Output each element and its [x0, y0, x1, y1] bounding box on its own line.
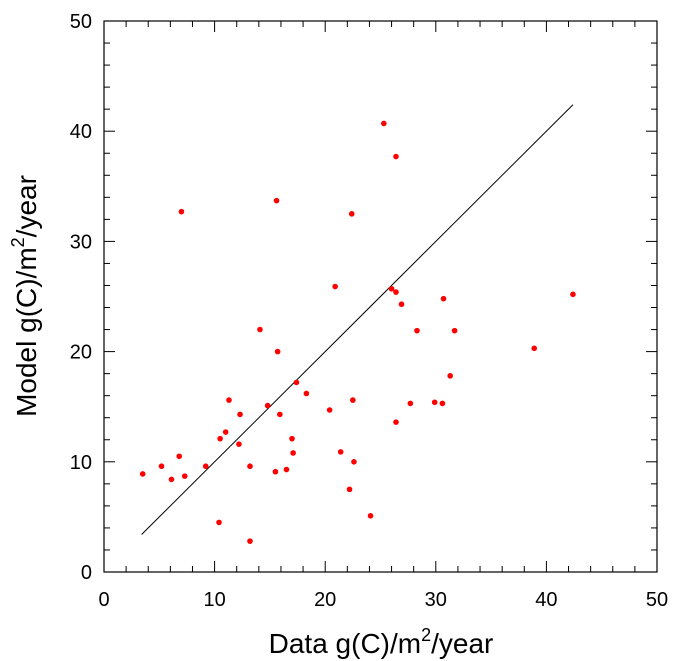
data-point: [283, 466, 290, 473]
data-point: [237, 411, 243, 418]
data-point: [158, 463, 165, 470]
data-point: [346, 486, 353, 493]
data-point: [247, 538, 253, 544]
data-point: [332, 283, 338, 290]
x-tick-label: 10: [203, 589, 225, 611]
data-point: [570, 291, 576, 298]
data-point: [289, 435, 295, 442]
data-point: [181, 473, 188, 479]
x-axis-title: Data g(C)/m2/year: [269, 625, 494, 659]
data-point: [176, 453, 183, 460]
data-point: [139, 471, 146, 477]
data-point: [447, 373, 453, 379]
data-point: [217, 435, 223, 442]
data-point: [440, 295, 447, 302]
y-tick-label: 50: [70, 11, 92, 33]
data-point: [222, 429, 229, 435]
data-point: [337, 449, 344, 455]
data-point: [393, 419, 399, 425]
data-point: [414, 327, 420, 334]
data-point: [216, 519, 222, 526]
x-tick-label: 50: [646, 589, 668, 611]
data-point: [351, 459, 357, 465]
data-point: [431, 399, 438, 406]
reference-line: [141, 104, 574, 535]
data-point: [178, 208, 185, 215]
data-point: [381, 120, 387, 127]
data-point: [274, 348, 281, 355]
y-tick-label: 0: [81, 562, 92, 584]
x-tick-label: 30: [425, 589, 447, 611]
plot-frame: [103, 20, 658, 573]
data-points: [139, 120, 576, 544]
y-tick-label: 20: [70, 342, 92, 364]
data-point: [257, 326, 263, 333]
y-tick-label: 40: [70, 121, 92, 143]
data-point: [293, 379, 300, 386]
x-tick-label: 0: [98, 589, 109, 611]
data-point: [247, 463, 253, 470]
data-point: [272, 468, 279, 475]
data-point: [273, 197, 280, 204]
tick-labels: 0 10 20 30 40 50 0 10 20 30 40 50: [70, 11, 668, 611]
y-tick-label: 10: [70, 452, 92, 474]
data-point: [348, 211, 355, 217]
y-tick-label: 30: [70, 231, 92, 253]
data-point: [350, 397, 356, 403]
data-point: [277, 411, 283, 418]
x-tick-label: 20: [314, 589, 336, 611]
data-point: [202, 463, 209, 470]
x-tick-label: 40: [535, 589, 557, 611]
data-point: [303, 390, 310, 397]
y-axis-title: Model g(C)/m2/year: [8, 175, 42, 417]
data-point: [236, 441, 242, 447]
data-point: [264, 402, 271, 409]
data-point: [326, 407, 333, 413]
data-point: [393, 289, 399, 295]
data-point: [388, 285, 395, 292]
data-point: [531, 345, 538, 352]
data-point: [398, 301, 405, 308]
data-point: [407, 400, 414, 407]
data-point: [367, 512, 374, 519]
data-point: [439, 400, 446, 407]
data-point: [290, 450, 296, 456]
data-point: [451, 327, 458, 334]
data-point: [393, 153, 399, 160]
data-point: [226, 397, 232, 403]
data-point: [168, 476, 175, 483]
